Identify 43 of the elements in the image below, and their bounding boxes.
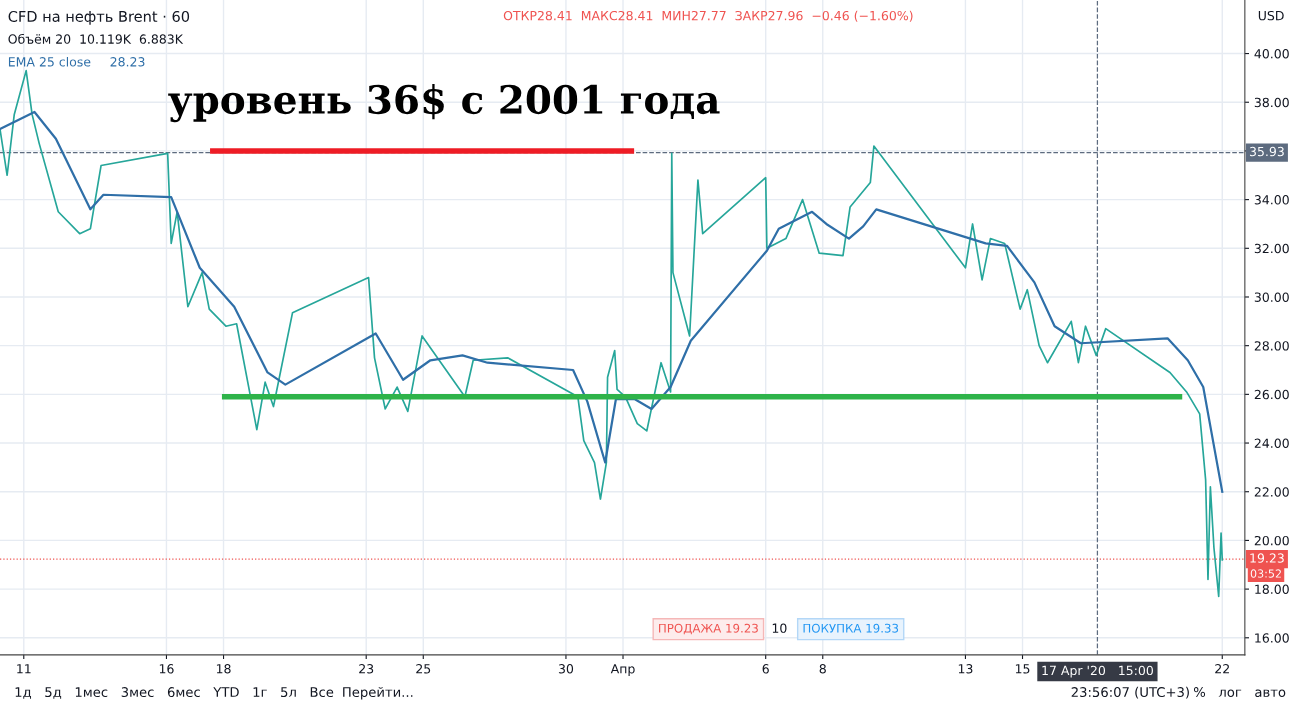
y-tick-label: 24.00 [1254, 438, 1289, 448]
line-series [0, 69, 1224, 598]
y-tick-label: 30.00 [1254, 292, 1289, 302]
annotation: ПОКУПКА 19.33 [803, 623, 899, 633]
x-tick-label: Апр [610, 664, 635, 676]
text: USD [1258, 10, 1284, 21]
text: 1д 5д 1мес 3мес 6мес YTD 1г 5л Все [15, 687, 334, 699]
y-tick-label: 26.00 [1254, 389, 1289, 400]
y-tick-label: 16.00 [1255, 633, 1289, 643]
text: % лог авто [1193, 687, 1286, 698]
ref-line-label: 19.23 [1250, 553, 1284, 563]
x-tick-label: 25 [416, 664, 431, 674]
annotation: ОТКР28.41 МАКС28.41 МИН27.77 ЗАКР27.96 −0.46 (−1.60%) [503, 10, 913, 22]
text: CFD на нефть Brent · 60 [8, 10, 190, 25]
y-tick-label: 34.00 [1254, 195, 1289, 205]
text: 03:52 [1250, 569, 1281, 578]
text: 23:56:07 (UTC+3) [1071, 686, 1189, 699]
x-tick-label: 15 [1015, 664, 1030, 674]
y-tick-label: 32.00 [1254, 243, 1289, 254]
annotation: уровень 36$ с 2001 года [168, 83, 720, 123]
y-tick-label: 20.00 [1254, 535, 1289, 546]
x-tick-label: 23 [359, 664, 374, 674]
annotation: 28.23 [110, 57, 145, 67]
x-tick-label: 16 [159, 664, 174, 674]
x-tick-label: 6 [762, 664, 769, 674]
annotation: ПРОДАЖА 19.23 [659, 623, 758, 635]
text: Перейти... [343, 686, 413, 700]
annotation: Объём 20 10.119K 6.883K [8, 33, 184, 44]
x-tick-label: 18 [216, 664, 231, 674]
x-tick-label: 8 [819, 664, 826, 674]
y-tick-label: 18.00 [1255, 584, 1289, 595]
y-tick-label: 22.00 [1254, 487, 1289, 497]
ref-line-label: 17 Apr '20 15:00 [1042, 665, 1153, 678]
y-tick-label: 40.00 [1254, 49, 1289, 59]
x-tick-label: 30 [558, 664, 574, 674]
x-tick-label: 13 [958, 664, 973, 674]
x-tick-label: 11 [17, 664, 31, 674]
text: EMA 25 close [8, 56, 91, 67]
ref-line-label: 35.93 [1249, 146, 1284, 157]
y-tick-label: 28.00 [1254, 341, 1289, 351]
annotation: 10 [772, 623, 787, 633]
x-tick-label: 22 [1215, 664, 1229, 674]
y-tick-label: 38.00 [1254, 97, 1289, 108]
